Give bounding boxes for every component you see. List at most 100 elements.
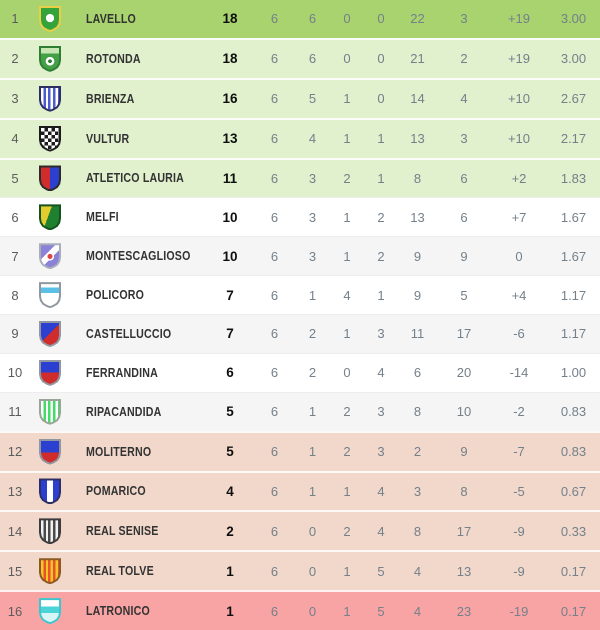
table-row[interactable]: 15 REAL TOLVE 1 6 0 1 5 4 13 -9 0.17 (0, 550, 600, 591)
rotonda-crest-icon (39, 45, 61, 72)
points-value: 18 (222, 11, 238, 27)
table-row[interactable]: 8 POLICORO 7 6 1 4 1 9 5 +4 1.17 (0, 275, 600, 314)
points-per-game-value: 0.17 (560, 563, 587, 579)
position-number: 6 (11, 209, 19, 225)
drawn-value: 1 (343, 563, 351, 579)
points-per-game-value: 1.17 (560, 326, 587, 342)
won-value: 1 (308, 483, 317, 499)
points-value: 18 (222, 51, 238, 67)
drawn-value: 2 (343, 170, 351, 186)
points-per-game-value: 0.17 (560, 603, 587, 619)
team-link[interactable]: LATRONICO (86, 604, 150, 619)
goals-for-value: 9 (413, 287, 422, 303)
montescaglioso-crest-icon-field (41, 245, 59, 268)
policoro-crest-icon-field (41, 284, 59, 307)
points-value: 6 (226, 365, 234, 381)
points-value: 1 (226, 563, 234, 579)
points-per-game-value: 0.83 (560, 444, 587, 460)
drawn-value: 1 (343, 91, 351, 107)
team-link[interactable]: RIPACANDIDA (86, 404, 162, 419)
position-number: 16 (7, 603, 23, 619)
played-value: 6 (270, 11, 279, 27)
position-number: 4 (11, 131, 19, 147)
team-link[interactable]: ROTONDA (86, 51, 141, 66)
ferrandina-crest-icon-field (41, 361, 59, 384)
lost-value: 1 (377, 287, 385, 303)
table-row[interactable]: 11 RIPACANDIDA 5 6 1 2 3 8 10 -2 0.83 (0, 391, 600, 431)
team-link[interactable]: POMARICO (86, 484, 146, 499)
table-row[interactable]: 1 LAVELLO 18 6 6 0 0 22 3 +19 3.00 (0, 0, 600, 38)
crest-cell (30, 243, 70, 270)
drawn-value: 0 (343, 365, 351, 381)
goals-against-value: 20 (456, 365, 472, 381)
lavello-crest-icon (39, 5, 61, 32)
goal-diff-value: +10 (507, 91, 531, 107)
table-row[interactable]: 14 REAL SENISE 2 6 0 2 4 8 17 -9 0.33 (0, 510, 600, 551)
table-row[interactable]: 7 MONTESCAGLIOSO 10 6 3 1 2 9 9 0 1.67 (0, 236, 600, 276)
team-link[interactable]: ATLETICO LAURIA (86, 171, 184, 186)
team-link[interactable]: LAVELLO (86, 11, 136, 26)
played-value: 6 (270, 444, 279, 460)
played-value: 6 (270, 483, 279, 499)
team-link[interactable]: REAL SENISE (86, 524, 159, 539)
goals-for-value: 8 (413, 170, 422, 186)
pomarico-crest-icon (39, 478, 61, 505)
goals-for-value: 14 (410, 91, 425, 107)
table-row[interactable]: 5 ATLETICO LAURIA 11 6 3 2 1 8 6 +2 1.83 (0, 157, 600, 198)
won-value: 1 (308, 404, 317, 420)
points-value: 5 (226, 404, 234, 420)
team-link[interactable]: FERRANDINA (86, 365, 158, 380)
played-value: 6 (270, 131, 279, 147)
team-link[interactable]: MONTESCAGLIOSO (86, 249, 191, 264)
table-row[interactable]: 16 LATRONICO 1 6 0 1 5 4 23 -19 0.17 (0, 590, 600, 630)
lost-value: 5 (377, 563, 385, 579)
points-per-game-value: 1.83 (560, 170, 587, 186)
crest-cell (30, 558, 70, 585)
goal-diff-value: +4 (511, 287, 527, 303)
team-link[interactable]: VULTUR (86, 131, 130, 146)
goals-for-value: 6 (413, 365, 422, 381)
goals-for-value: 4 (413, 603, 422, 619)
drawn-value: 1 (343, 209, 351, 225)
position-number: 13 (7, 483, 23, 499)
played-value: 6 (270, 326, 279, 342)
table-row[interactable]: 6 MELFI 10 6 3 1 2 13 6 +7 1.67 (0, 197, 600, 237)
table-row[interactable]: 2 ROTONDA 18 6 6 0 0 21 2 +19 3.00 (0, 37, 600, 78)
team-link[interactable]: MELFI (86, 210, 119, 225)
table-row[interactable]: 10 FERRANDINA 6 6 2 0 4 6 20 -14 1.00 (0, 352, 600, 392)
team-name-cell: LATRONICO (70, 602, 206, 620)
team-link[interactable]: CASTELLUCCIO (86, 326, 172, 341)
table-row[interactable]: 12 MOLITERNO 5 6 1 2 3 2 9 -7 0.83 (0, 430, 600, 471)
table-row[interactable]: 3 BRIENZA 16 6 5 1 0 14 4 +10 2.67 (0, 77, 600, 118)
team-link[interactable]: BRIENZA (86, 91, 135, 106)
points-per-game-value: 2.17 (560, 131, 587, 147)
moliterno-crest-icon-field (41, 440, 59, 463)
goals-against-value: 9 (460, 248, 468, 264)
atletico-lauria-crest-icon (39, 165, 61, 192)
table-row[interactable]: 13 POMARICO 4 6 1 1 4 3 8 -5 0.67 (0, 470, 600, 511)
team-link[interactable]: POLICORO (86, 288, 145, 303)
points-value: 7 (226, 287, 234, 303)
won-value: 5 (308, 91, 317, 107)
goals-for-value: 22 (410, 11, 425, 27)
goals-against-value: 23 (456, 603, 472, 619)
goal-diff-value: +19 (507, 11, 531, 27)
team-link[interactable]: MOLITERNO (86, 444, 152, 459)
points-value: 5 (226, 444, 234, 460)
team-link[interactable]: REAL TOLVE (86, 564, 154, 579)
table-row[interactable]: 9 CASTELLUCCIO 7 6 2 1 3 11 17 -6 1.17 (0, 314, 600, 353)
team-name-cell: VULTUR (70, 130, 206, 148)
played-value: 6 (270, 248, 279, 264)
points-per-game-value: 0.83 (560, 404, 587, 420)
team-name-cell: MONTESCAGLIOSO (70, 247, 206, 265)
melfi-crest-icon (39, 204, 61, 231)
table-row[interactable]: 4 VULTUR 13 6 4 1 1 13 3 +10 2.17 (0, 117, 600, 158)
lost-value: 5 (377, 603, 385, 619)
won-value: 1 (308, 287, 317, 303)
played-value: 6 (270, 287, 279, 303)
won-value: 3 (308, 170, 317, 186)
won-value: 6 (308, 11, 317, 27)
crest-cell (30, 45, 70, 72)
played-value: 6 (270, 170, 279, 186)
goal-diff-value: -14 (509, 365, 529, 381)
